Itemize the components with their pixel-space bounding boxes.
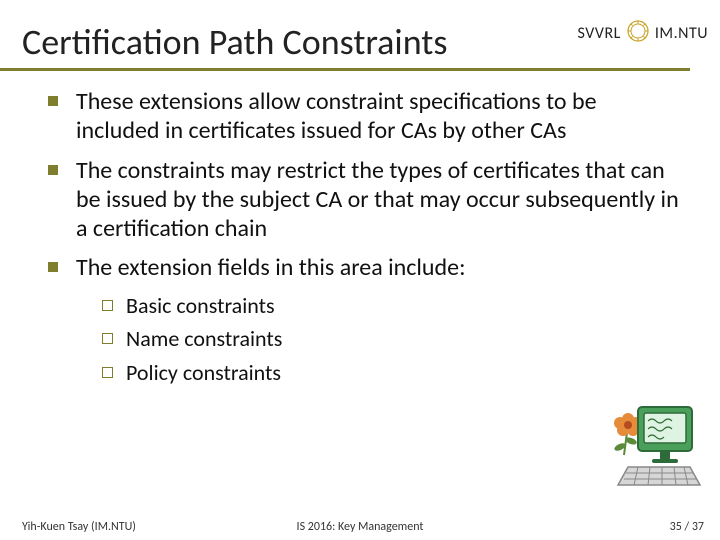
list-item: These extensions allow constraint specif… (54, 87, 680, 146)
footer-right: 35 / 37 (670, 520, 704, 534)
sub-bullet-text: Name constraints (126, 325, 282, 352)
bullet-text: The extension fields in this area includ… (76, 253, 465, 282)
sub-bullet-list: Basic constraints Name constraints Polic… (104, 291, 680, 388)
list-item: The extension fields in this area includ… (54, 253, 680, 387)
clipart-computer-icon (604, 385, 704, 500)
bullet-list: These extensions allow constraint specif… (54, 87, 680, 388)
list-item: Basic constraints (104, 291, 680, 321)
brand-svvrl: SVVRL (577, 24, 620, 43)
list-item: Policy constraints (104, 358, 680, 388)
list-item: Name constraints (104, 324, 680, 354)
list-item: The constraints may restrict the types o… (54, 156, 680, 244)
footer-center: IS 2016: Key Management (297, 520, 424, 534)
brand-imntu: IM.NTU (655, 24, 708, 43)
header-branding: SVVRL IM.NTU (577, 20, 708, 47)
footer-left: Yih-Kuen Tsay (IM.NTU) (22, 520, 136, 534)
bullet-text: These extensions allow constraint specif… (76, 87, 597, 145)
sub-bullet-text: Basic constraints (126, 292, 275, 319)
footer: Yih-Kuen Tsay (IM.NTU) IS 2016: Key Mana… (0, 520, 720, 534)
content-area: These extensions allow constraint specif… (0, 71, 720, 388)
seal-icon (627, 20, 649, 47)
header: SVVRL IM.NTU (0, 0, 720, 64)
bullet-text: The constraints may restrict the types o… (76, 156, 679, 244)
slide: SVVRL IM.NTU (0, 0, 720, 540)
sub-bullet-text: Policy constraints (126, 359, 281, 386)
